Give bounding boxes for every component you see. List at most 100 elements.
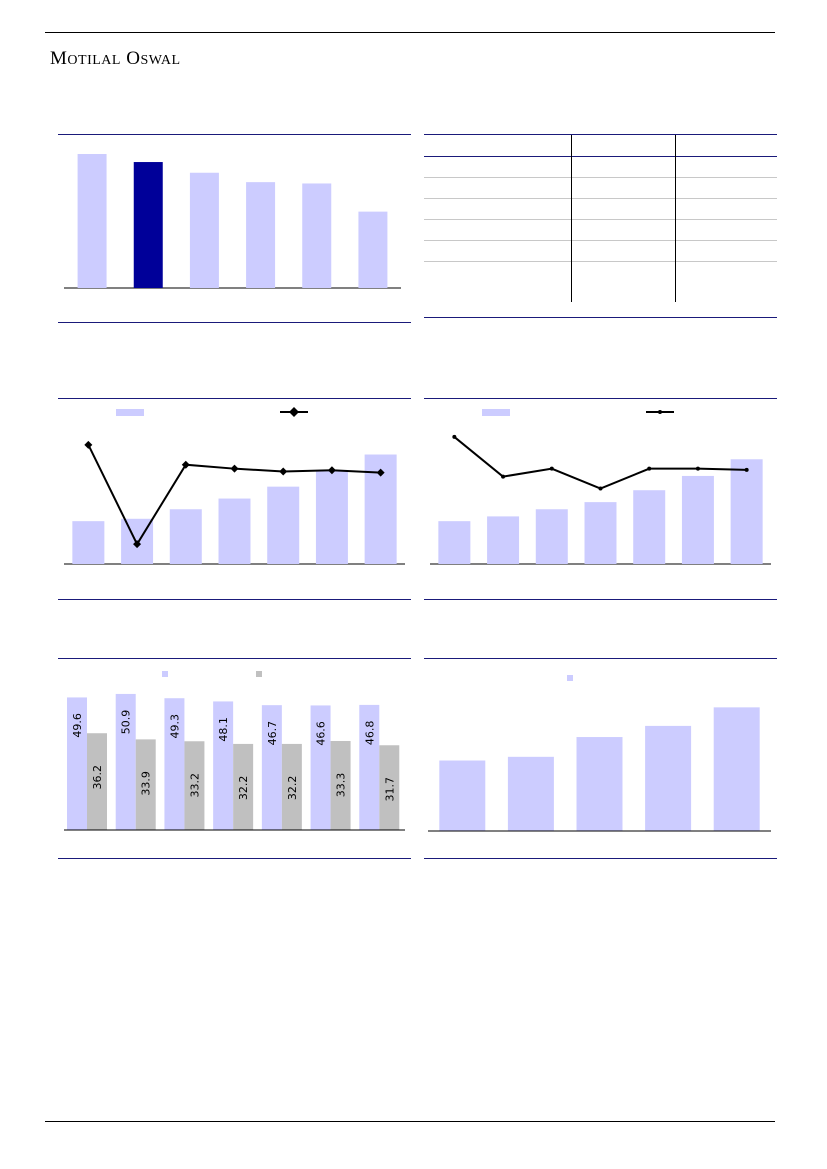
table-top-rule [424, 134, 777, 135]
chart4-bottom-rule [58, 858, 411, 859]
chart5 [428, 675, 771, 832]
chart3-point [598, 486, 603, 491]
chart1-bar [133, 162, 163, 288]
chart5-bottom-rule [424, 858, 777, 859]
chart4-legend-swatch-1 [162, 671, 168, 677]
table-bottom-rule [424, 317, 777, 318]
chart2-bar [315, 469, 348, 564]
chart3 [430, 409, 771, 565]
chart5-bar [713, 707, 760, 831]
chart1 [64, 154, 401, 289]
chart1-bar [246, 182, 276, 288]
table-col-divider [571, 135, 572, 302]
chart4-data-label: 50.9 [120, 710, 133, 735]
chart4-bar-series2 [87, 733, 107, 830]
chart2-bar [169, 509, 202, 564]
chart2-legend-marker [289, 407, 299, 417]
chart3-bar [681, 475, 714, 564]
chart5-top-rule [424, 658, 777, 659]
table-header [571, 135, 673, 156]
chart3-bar [633, 490, 666, 564]
chart3-point [744, 467, 749, 472]
table-row [424, 262, 777, 282]
chart5-bar [507, 756, 554, 831]
chart4-bar-series1 [67, 697, 87, 830]
chart4-bar-series2 [379, 745, 400, 830]
chart4-bar-series1 [164, 698, 185, 830]
chart3-point [501, 474, 506, 479]
table-row [424, 220, 777, 241]
chart4-bar-series2 [330, 740, 351, 830]
chart4-data-label: 46.8 [363, 721, 376, 746]
chart1-bar [189, 172, 219, 288]
chart4-data-label: 49.3 [168, 714, 181, 739]
table-row [424, 241, 777, 262]
chart1-bar [358, 211, 388, 288]
chart2-legend-bar-swatch [116, 409, 144, 416]
chart4-data-label: 48.1 [217, 717, 230, 742]
chart4-bar-series1 [261, 705, 282, 830]
chart4-legend-swatch-2 [256, 671, 262, 677]
chart1-bar [302, 183, 332, 288]
chart4-data-label: 46.6 [315, 721, 328, 746]
chart2 [64, 407, 405, 565]
chart4-bar-series2 [233, 743, 254, 830]
chart5-legend-swatch [567, 675, 573, 681]
chart4-data-label: 33.3 [335, 773, 348, 798]
chart2-bar [267, 486, 300, 564]
table-header [424, 135, 570, 156]
chart4-data-label: 49.6 [71, 713, 84, 738]
chart4-bar-series1 [359, 704, 380, 830]
table-row [424, 199, 777, 220]
data-table [424, 135, 777, 282]
chart5-bar [439, 760, 486, 831]
chart3-legend-marker [658, 410, 662, 414]
chart1-bar [77, 154, 107, 288]
chart5-bar [645, 725, 692, 831]
table-header [675, 135, 777, 156]
chart4-bar-series1 [115, 693, 136, 830]
brand-logo: Motilal Oswal [50, 48, 181, 69]
chart4-bar-series1 [213, 701, 234, 830]
chart4-bar-series2 [135, 739, 156, 830]
chart2-point [133, 540, 142, 549]
chart3-point [647, 466, 652, 471]
chart4-bar-series1 [310, 705, 331, 830]
header-rule [45, 32, 775, 33]
chart4-data-label: 33.2 [188, 773, 201, 798]
chart3-point [695, 466, 700, 471]
chart2-bar [72, 521, 105, 564]
chart3-bar [438, 521, 471, 564]
table-header-row [424, 135, 777, 157]
chart3-bar [535, 509, 568, 564]
chart3-bar [487, 516, 520, 564]
chart3-point [549, 466, 554, 471]
chart4-data-label: 33.9 [140, 771, 153, 796]
chart2-point [181, 460, 190, 469]
chart2-point [230, 464, 239, 473]
chart4-bar-series2 [184, 741, 205, 830]
table-row [424, 157, 777, 178]
chart4: 49.6 36.2 50.9 33.9 49.3 33.2 48.1 32.2 46.7 32.2… [64, 671, 405, 831]
chart4-data-label: 31.7 [383, 777, 396, 802]
chart2-bottom-rule [58, 599, 411, 600]
chart2-point [84, 440, 93, 449]
chart4-data-label: 32.2 [286, 776, 299, 801]
footer-rule [45, 1121, 775, 1122]
chart4-data-label: 36.2 [91, 765, 104, 790]
chart2-top-rule [58, 398, 411, 399]
table-col-divider [675, 135, 676, 302]
chart2-point [376, 468, 385, 477]
chart4-bar-series2 [281, 743, 302, 830]
chart4-data-label: 46.7 [266, 721, 279, 746]
chart1-bottom-rule [58, 322, 411, 323]
chart4-top-rule [58, 658, 411, 659]
chart3-bar [730, 459, 763, 564]
chart2-point [279, 467, 288, 476]
chart3-point [452, 434, 457, 439]
chart2-point [327, 466, 336, 475]
chart2-bar [218, 498, 251, 564]
chart3-bar [584, 502, 617, 564]
chart3-bottom-rule [424, 599, 777, 600]
chart3-legend-bar-swatch [482, 409, 510, 416]
